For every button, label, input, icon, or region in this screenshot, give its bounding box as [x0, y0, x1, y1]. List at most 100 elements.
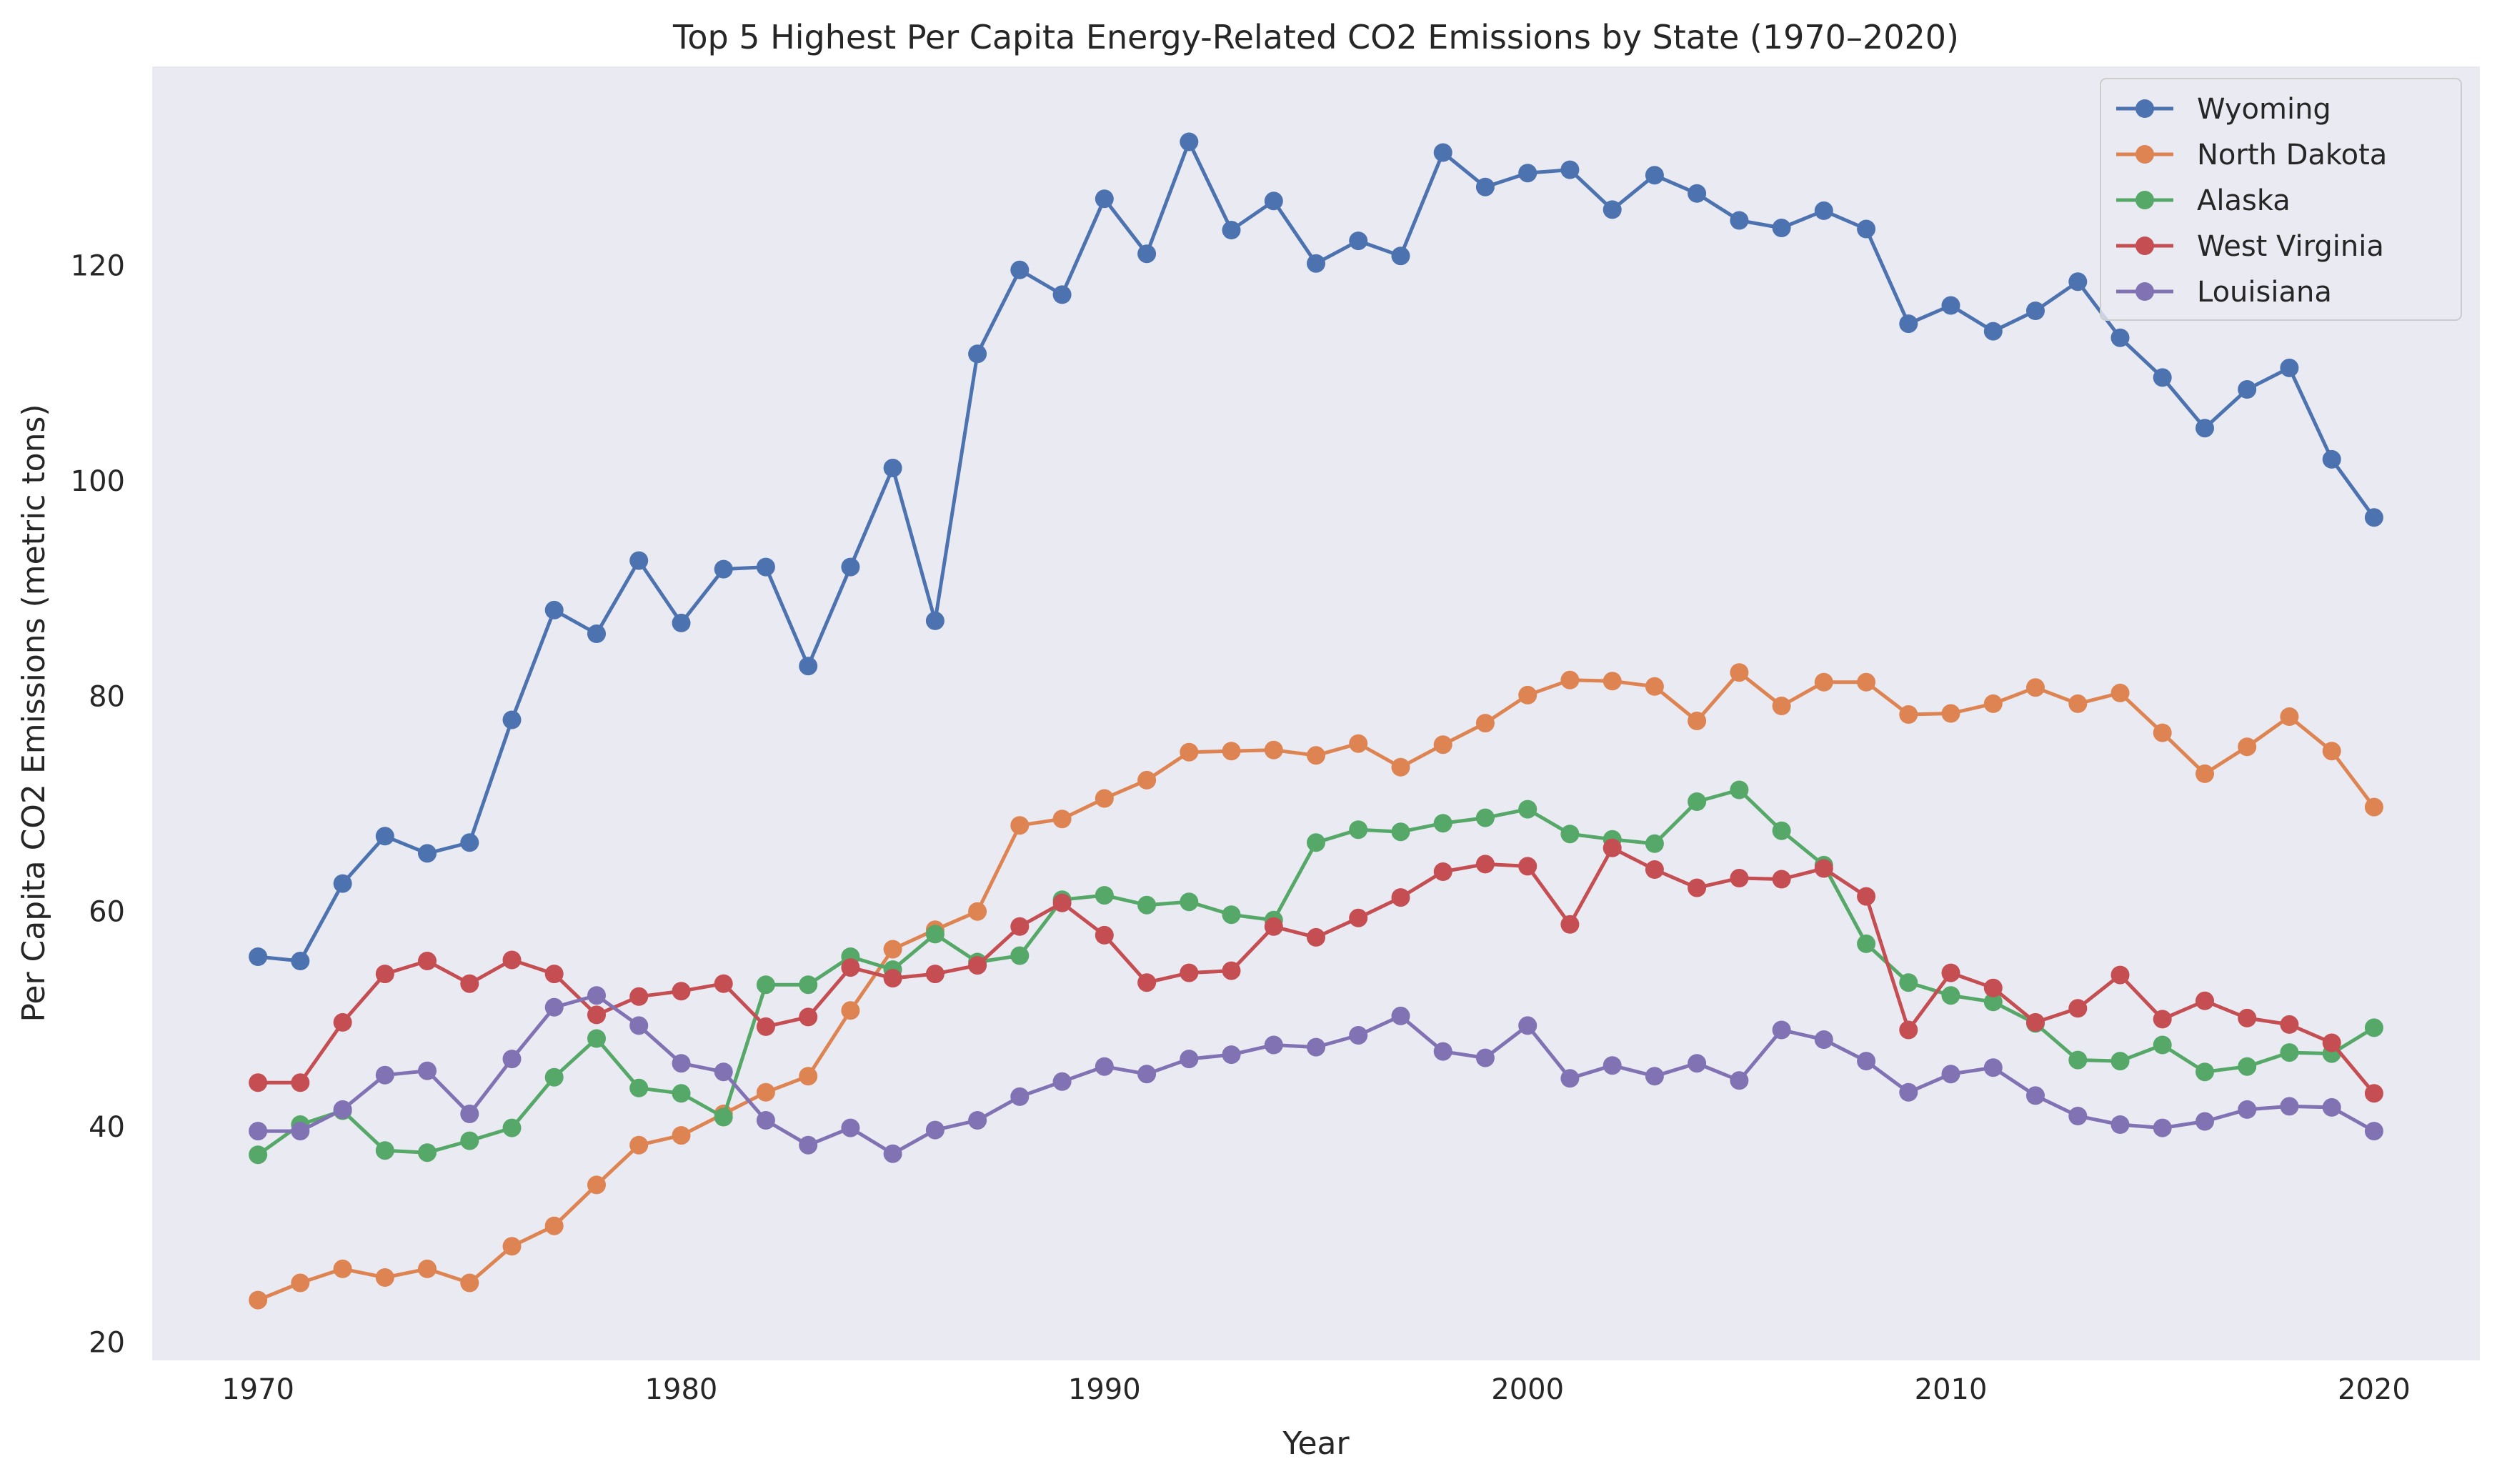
legend-swatch-marker: [2135, 191, 2154, 209]
data-point: [1560, 670, 1580, 689]
data-point: [672, 1054, 691, 1073]
data-point: [1010, 917, 1030, 936]
data-point: [672, 613, 691, 632]
data-point: [1095, 1057, 1114, 1076]
data-point: [2153, 1035, 2172, 1055]
data-point: [2364, 1084, 2383, 1103]
data-point: [1983, 992, 2003, 1012]
data-point: [1899, 973, 1918, 992]
data-point: [544, 1067, 564, 1087]
data-point: [672, 982, 691, 1001]
data-point: [249, 1122, 268, 1141]
data-point: [2280, 1097, 2299, 1116]
data-point: [2238, 1008, 2257, 1027]
data-point: [587, 1029, 606, 1048]
data-point: [1603, 1056, 1622, 1075]
data-point: [1095, 886, 1114, 905]
data-point: [672, 1084, 691, 1103]
data-point: [2026, 1012, 2045, 1032]
data-point: [375, 1065, 394, 1085]
data-point: [2280, 358, 2299, 377]
data-point: [1772, 870, 1791, 889]
data-point: [249, 947, 268, 966]
data-point: [249, 1073, 268, 1092]
data-point: [1688, 878, 1707, 897]
data-point: [1941, 296, 1960, 315]
data-point: [544, 1216, 564, 1235]
data-point: [1264, 740, 1283, 760]
data-point: [799, 1007, 818, 1027]
data-point: [968, 902, 987, 921]
data-point: [2068, 272, 2088, 292]
data-point: [333, 1100, 352, 1119]
data-point: [1899, 314, 1918, 334]
data-point: [1180, 742, 1199, 762]
data-point: [1518, 685, 1537, 704]
x-axis-ticks: 1970 1980 1990 2000 2010 2020: [221, 1373, 2411, 1406]
data-point: [2153, 1010, 2172, 1029]
data-point: [1475, 177, 1495, 196]
data-point: [1180, 1050, 1199, 1069]
data-point: [925, 925, 945, 944]
data-point: [1899, 705, 1918, 724]
data-point: [1180, 963, 1199, 982]
data-point: [1052, 810, 1072, 829]
data-point: [1899, 1020, 1918, 1040]
data-point: [2110, 683, 2130, 702]
data-point: [375, 827, 394, 846]
data-point: [1475, 855, 1495, 874]
data-point: [1814, 1030, 1833, 1049]
data-point: [1307, 1037, 1325, 1057]
data-point: [1222, 221, 1241, 239]
data-point: [1349, 231, 1368, 251]
data-point: [2280, 1015, 2299, 1034]
data-point: [1730, 780, 1749, 800]
data-point: [502, 710, 522, 729]
data-point: [418, 1143, 437, 1162]
data-point: [756, 1111, 775, 1130]
data-point: [2322, 1097, 2341, 1117]
legend-swatch-marker: [2135, 282, 2154, 301]
data-point: [2196, 1112, 2214, 1131]
data-point: [1137, 895, 1157, 915]
data-point: [1857, 934, 1876, 953]
data-point: [1603, 200, 1622, 219]
data-point: [1814, 672, 1833, 692]
data-point: [2364, 508, 2383, 527]
data-point: [460, 974, 479, 993]
series-louisiana: [249, 986, 2383, 1163]
data-point: [2364, 1122, 2383, 1141]
data-point: [1433, 862, 1452, 881]
data-point: [1222, 961, 1241, 980]
data-point: [587, 1005, 606, 1025]
legend-swatch-marker: [2135, 145, 2154, 164]
data-point: [1772, 821, 1791, 840]
data-point: [1307, 254, 1325, 273]
data-point: [1391, 757, 1410, 777]
data-point: [587, 1175, 606, 1195]
data-point: [2068, 1050, 2088, 1070]
data-point: [841, 557, 860, 577]
data-point: [1391, 1006, 1410, 1025]
series-wyoming: [249, 132, 2383, 970]
data-point: [1349, 1026, 1368, 1045]
data-point: [2238, 1057, 2257, 1076]
data-point: [2110, 1052, 2130, 1071]
data-point: [333, 1259, 352, 1278]
data-point: [1941, 704, 1960, 723]
data-point: [1857, 219, 1876, 239]
data-point: [2196, 991, 2214, 1010]
data-point: [1688, 792, 1707, 811]
data-point: [799, 657, 818, 676]
data-point: [291, 1122, 310, 1141]
data-point: [1688, 184, 1707, 203]
data-point: [1772, 219, 1791, 237]
data-point: [249, 1145, 268, 1165]
data-point: [1857, 1052, 1876, 1071]
data-point: [418, 844, 437, 863]
data-point: [2110, 965, 2130, 985]
data-point: [1307, 927, 1325, 947]
y-tick-label: 80: [89, 680, 125, 713]
data-point: [629, 987, 649, 1006]
data-point: [841, 958, 860, 977]
